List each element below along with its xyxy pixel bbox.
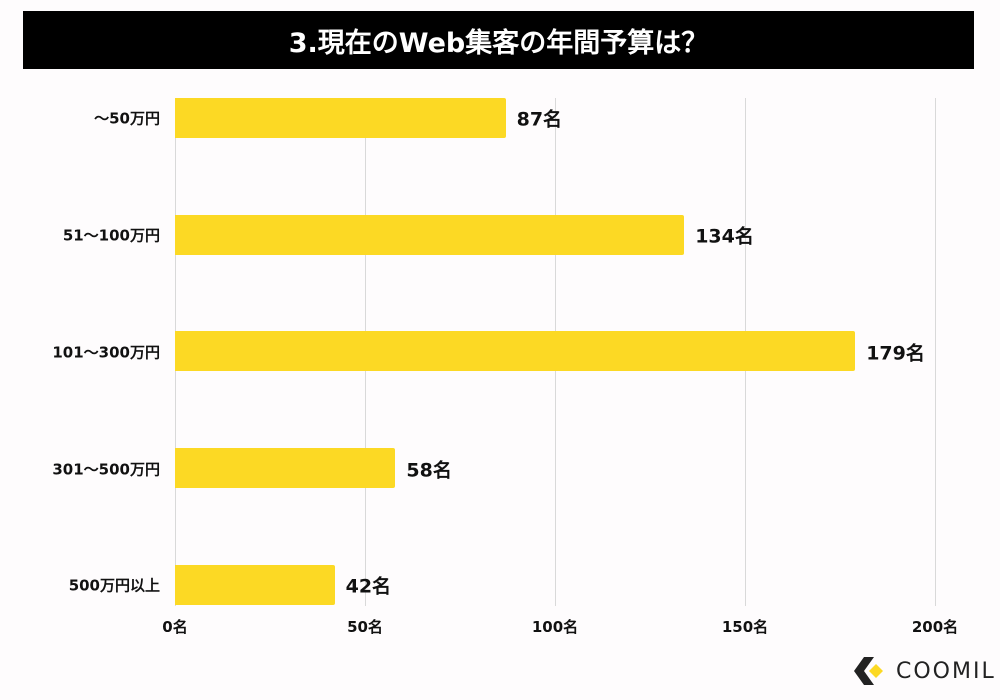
bar (175, 565, 335, 605)
category-label: 500万円以上 (68, 576, 160, 595)
x-tick-label: 50名 (347, 618, 383, 636)
bar (175, 448, 396, 488)
bar (175, 331, 856, 371)
category-label: 〜50万円 (94, 109, 160, 128)
bar (175, 215, 685, 255)
value-label: 179名 (866, 342, 925, 365)
value-label: 42名 (345, 575, 392, 598)
brand-logo: COOMIL (850, 656, 996, 686)
x-tick-label: 100名 (531, 618, 579, 636)
value-label: 87名 (516, 108, 563, 131)
x-tick-label: 0名 (162, 618, 188, 636)
category-label: 301〜500万円 (52, 460, 160, 479)
category-label: 101〜300万円 (52, 343, 160, 362)
value-label: 58名 (406, 459, 452, 482)
coomil-logo-icon (854, 657, 883, 685)
category-label: 51〜100万円 (62, 226, 160, 245)
chart-title: 3.現在のWeb集客の年間予算は？ (23, 11, 974, 69)
value-label: 134名 (695, 225, 754, 248)
x-tick-label: 150名 (721, 618, 769, 636)
gridline-200 (935, 98, 936, 606)
x-tick-label: 200名 (911, 618, 959, 636)
brand-name: COOMIL (896, 658, 996, 684)
bar (175, 98, 506, 138)
